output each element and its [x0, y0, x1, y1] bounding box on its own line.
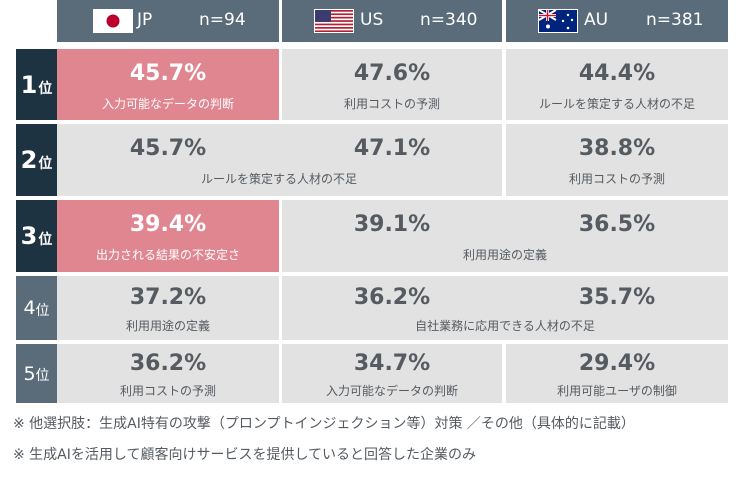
pct-r5-au: 29.4%: [578, 351, 656, 376]
pct-r4-jp: 37.2%: [129, 285, 207, 310]
pct-r3-us: 39.1%: [353, 212, 431, 237]
cell-r3-us-au: 39.1% 36.5% 利用用途の定義: [282, 200, 728, 272]
cell-r1-jp: 45.7% 入力可能なデータの判断: [57, 49, 279, 120]
cell-r2-jp-us: 45.7% 47.1% ルールを策定する人材の不足: [57, 124, 502, 196]
label-r1-us: 利用コストの予測: [343, 97, 440, 111]
footnote-scope: ※ 生成AIを活用して顧客向けサービスを提供していると回答した企業のみ: [13, 447, 477, 463]
sample-size-au: n=381: [646, 10, 704, 30]
country-code-jp: JP: [137, 10, 153, 30]
header-us: US n=340: [282, 0, 502, 42]
label-r1-jp: 入力可能なデータの判断: [101, 97, 234, 111]
label-r1-au: ルールを策定する人材の不足: [538, 97, 695, 111]
cell-r2-au: 38.8% 利用コストの予測: [506, 124, 728, 196]
label-r4-us-au: 自社業務に応用できる人材の不足: [415, 319, 595, 333]
sample-size-jp: n=94: [199, 10, 246, 30]
cell-r5-us: 34.7% 入力可能なデータの判断: [282, 344, 502, 403]
pct-r5-us: 34.7%: [353, 351, 431, 376]
pct-r2-us: 47.1%: [353, 136, 431, 161]
cell-r4-jp: 37.2% 利用用途の定義: [57, 276, 279, 340]
country-code-us: US: [360, 10, 384, 30]
label-r4-jp: 利用用途の定義: [125, 319, 210, 333]
label-r2-jp-us: ルールを策定する人材の不足: [200, 172, 357, 186]
header-jp: JP n=94: [57, 0, 279, 42]
pct-r1-jp: 45.7%: [129, 61, 207, 86]
footnote-other-options: ※ 他選択肢：生成AI特有の攻撃（プロンプトインジェクション等）対策 ／その他（…: [13, 416, 635, 432]
cell-r3-jp: 39.4% 出力される結果の不安定さ: [57, 200, 279, 272]
pct-r5-jp: 36.2%: [129, 351, 207, 376]
pct-r1-us: 47.6%: [353, 61, 431, 86]
pct-r4-au: 35.7%: [578, 285, 656, 310]
japan-flag-icon: [93, 9, 133, 33]
pct-r1-au: 44.4%: [578, 61, 656, 86]
label-r5-au: 利用可能ユーザの制御: [557, 384, 677, 398]
usa-flag-icon: [314, 9, 354, 33]
label-r3-jp: 出力される結果の不安定さ: [95, 248, 240, 262]
sample-size-us: n=340: [420, 10, 478, 30]
pct-r2-jp: 45.7%: [129, 136, 207, 161]
label-r5-us: 入力可能なデータの判断: [325, 384, 458, 398]
pct-r4-us: 36.2%: [353, 285, 431, 310]
pct-r2-au: 38.8%: [578, 136, 656, 161]
cell-r1-us: 47.6% 利用コストの予測: [282, 49, 502, 120]
pct-r3-jp: 39.4%: [129, 212, 207, 237]
cell-r4-us-au: 36.2% 35.7% 自社業務に応用できる人材の不足: [282, 276, 728, 340]
header-au: AU n=381: [506, 0, 728, 42]
cell-r5-jp: 36.2% 利用コストの予測: [57, 344, 279, 403]
label-r5-jp: 利用コストの予測: [119, 384, 216, 398]
cell-r5-au: 29.4% 利用可能ユーザの制御: [506, 344, 728, 403]
label-r2-au: 利用コストの予測: [568, 172, 665, 186]
australia-flag-icon: [538, 9, 578, 33]
pct-r3-au: 36.5%: [578, 212, 656, 237]
country-code-au: AU: [584, 10, 609, 30]
cell-r1-au: 44.4% ルールを策定する人材の不足: [506, 49, 728, 120]
label-r3-us-au: 利用用途の定義: [462, 248, 547, 262]
